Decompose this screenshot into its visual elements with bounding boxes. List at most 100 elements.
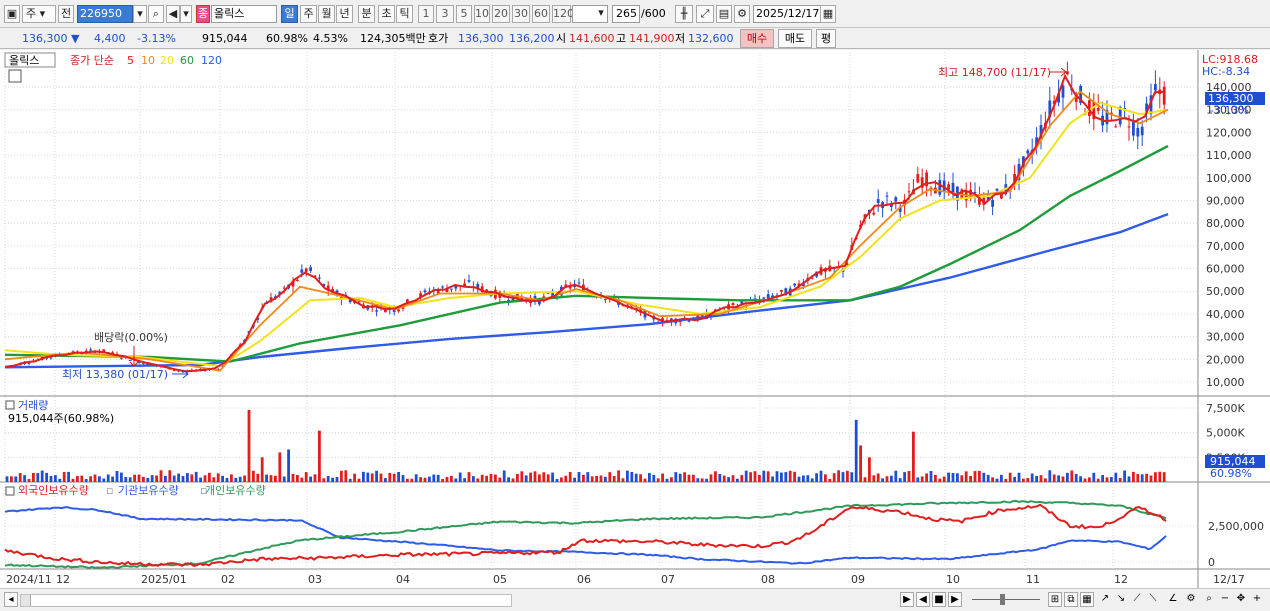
period-tab-1[interactable]: 주 bbox=[300, 5, 317, 23]
period-tab-6[interactable]: 틱 bbox=[396, 5, 413, 23]
stock-chart[interactable]: 최고 148,700 (11/17) 최저 13,380 (01/17) 배당락(0… bbox=[0, 50, 1270, 588]
step-back-icon[interactable]: ◀ bbox=[916, 592, 930, 607]
volume-bar bbox=[507, 477, 510, 482]
sound-dropdown-icon[interactable]: ▾ bbox=[180, 5, 192, 23]
save-icon[interactable]: ▤ bbox=[716, 5, 732, 23]
zoom-slider-handle[interactable] bbox=[1000, 594, 1005, 605]
candle-body bbox=[916, 174, 920, 183]
volume-bar bbox=[62, 472, 66, 482]
volume-bar bbox=[731, 475, 735, 482]
volume-bar bbox=[885, 476, 889, 482]
candle-body bbox=[282, 287, 286, 289]
market-select[interactable]: 주 ▾ bbox=[22, 5, 56, 23]
play-icon[interactable]: ▶ bbox=[900, 592, 914, 607]
interval-btn-1[interactable]: 1 bbox=[418, 5, 434, 23]
scroll-track[interactable] bbox=[20, 594, 512, 607]
volume-bar bbox=[1013, 476, 1016, 482]
scroll-left-icon[interactable]: ◂ bbox=[4, 592, 18, 607]
volume-bar bbox=[683, 472, 686, 482]
interval-input[interactable] bbox=[572, 5, 608, 23]
volume-bar bbox=[1070, 470, 1074, 482]
candle-body bbox=[401, 307, 405, 309]
date-input[interactable]: 2025/12/17 bbox=[753, 5, 821, 23]
volume-bar bbox=[256, 473, 260, 482]
x-tick-label: 2025/01 bbox=[141, 573, 187, 586]
period-tab-4[interactable]: 분 bbox=[358, 5, 375, 23]
draw-tool-icon[interactable]: ⤢ bbox=[696, 5, 714, 23]
volume-bar bbox=[199, 477, 202, 482]
volume-bar bbox=[661, 473, 664, 482]
candle-body bbox=[507, 299, 510, 301]
candle-body bbox=[49, 357, 53, 359]
volume-bar bbox=[353, 473, 356, 482]
line-icon[interactable]: ⟋ bbox=[1133, 593, 1141, 604]
volume-bar bbox=[516, 473, 519, 482]
chart-background bbox=[0, 50, 1270, 588]
candle-body bbox=[137, 361, 141, 363]
grid-icon[interactable]: ▦ bbox=[1080, 592, 1094, 607]
move-icon[interactable]: ✥ bbox=[1236, 593, 1246, 604]
trend-icon[interactable]: ↗ bbox=[1100, 593, 1110, 604]
candle-body bbox=[1088, 100, 1091, 117]
count-input[interactable]: 265 bbox=[612, 5, 640, 23]
sell-button[interactable]: 매도 bbox=[778, 29, 812, 48]
fast-forward-icon[interactable]: ▶ bbox=[948, 592, 962, 607]
candle-body bbox=[1066, 71, 1069, 75]
volume-bar bbox=[502, 470, 506, 482]
interval-btn-5[interactable]: 5 bbox=[456, 5, 472, 23]
volume-bar bbox=[230, 474, 233, 482]
price-change: 4,400 bbox=[94, 32, 126, 45]
gear-icon[interactable]: ⚙ bbox=[734, 5, 750, 23]
interval-btn-120[interactable]: 120 bbox=[552, 5, 574, 23]
sound-icon[interactable]: ◀ bbox=[166, 5, 180, 23]
interval-btn-30[interactable]: 30 bbox=[512, 5, 530, 23]
calendar-icon[interactable]: ▦ bbox=[820, 5, 836, 23]
interval-btn-60[interactable]: 60 bbox=[532, 5, 550, 23]
volume-bar bbox=[652, 475, 656, 482]
buy-button[interactable]: 매수 bbox=[740, 29, 774, 48]
candle-body bbox=[1118, 107, 1122, 125]
volume-bar bbox=[419, 477, 422, 482]
stop-icon[interactable]: ■ bbox=[932, 592, 946, 607]
interval-btn-10[interactable]: 10 bbox=[474, 5, 490, 23]
interval-btn-20[interactable]: 20 bbox=[492, 5, 510, 23]
settings-small-icon[interactable]: ⚙ bbox=[1186, 593, 1196, 604]
search-icon[interactable]: ⌕ bbox=[148, 5, 164, 23]
interval-dropdown-icon[interactable]: ▾ bbox=[598, 6, 604, 19]
angle-icon[interactable]: ∠ bbox=[1168, 593, 1178, 604]
volume-bar bbox=[102, 478, 106, 482]
zoom-in-icon[interactable]: + bbox=[1252, 593, 1262, 604]
candle-body bbox=[375, 310, 378, 312]
code-dropdown-icon[interactable]: ▾ bbox=[133, 5, 147, 23]
period-tab-5[interactable]: 초 bbox=[378, 5, 395, 23]
volume-bar bbox=[1035, 475, 1038, 482]
interval-btn-3[interactable]: 3 bbox=[436, 5, 454, 23]
chart-scroll-bar[interactable]: ◂ ▶ ◀ ■ ▶ ⊞ ⧉ ▦ ↗ ↘ ⟋ ⟍ ∠ ⚙ ⌕ − ✥ + bbox=[0, 588, 1270, 611]
period-tab-3[interactable]: 년 bbox=[336, 5, 353, 23]
zoom-slider[interactable] bbox=[972, 599, 1040, 600]
window-menu-icon[interactable]: ▣ bbox=[4, 5, 20, 23]
layout-icon[interactable]: ⊞ bbox=[1048, 592, 1062, 607]
cross-line-icon[interactable]: ⟍ bbox=[1149, 593, 1157, 604]
volume-bar bbox=[529, 472, 532, 482]
zoom-out-icon[interactable]: − bbox=[1220, 593, 1230, 604]
candle-body bbox=[142, 362, 145, 364]
zoom-icon[interactable]: ⌕ bbox=[1206, 593, 1212, 604]
scroll-thumb[interactable] bbox=[30, 595, 511, 606]
candle-body bbox=[991, 200, 994, 207]
candle-body bbox=[986, 193, 990, 201]
stock-code-input[interactable]: 226950 bbox=[77, 5, 133, 23]
period-tab-2[interactable]: 월 bbox=[318, 5, 335, 23]
volume-bar bbox=[1004, 478, 1008, 482]
eval-button[interactable]: 평 bbox=[816, 29, 836, 48]
volume-bar bbox=[463, 478, 466, 482]
stock-name-field[interactable]: 올릭스 bbox=[211, 5, 277, 23]
candle-type-icon[interactable]: ╫ bbox=[675, 5, 693, 23]
trend-alt-icon[interactable]: ↘ bbox=[1116, 593, 1126, 604]
volume-bar bbox=[898, 478, 902, 482]
low-price: 132,600 bbox=[688, 32, 734, 45]
period-tab-0[interactable]: 일 bbox=[281, 5, 298, 23]
prev-toggle[interactable]: 전 bbox=[58, 5, 74, 23]
legend-ma-5: 5 bbox=[127, 54, 134, 67]
copy-icon[interactable]: ⧉ bbox=[1064, 592, 1078, 607]
